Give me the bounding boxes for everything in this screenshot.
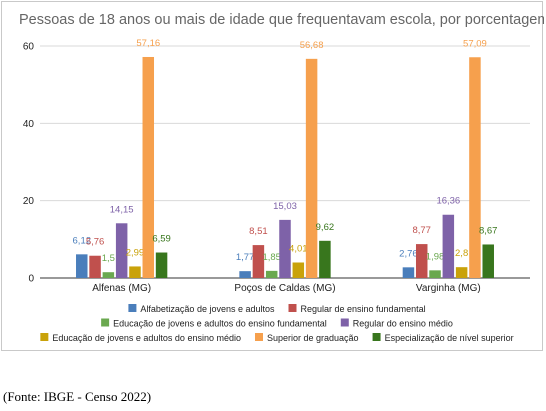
bar bbox=[142, 56, 155, 278]
y-tick-label: 60 bbox=[23, 42, 35, 53]
legend-label: Educação de jovens e adultos do ensino m… bbox=[52, 333, 241, 343]
data-label: 2,76 bbox=[399, 248, 418, 259]
bar bbox=[89, 255, 101, 278]
legend-swatch bbox=[101, 318, 110, 327]
chart-title: Pessoas de 18 anos ou mais de idade que … bbox=[19, 12, 544, 28]
data-label: 8,51 bbox=[249, 226, 268, 237]
bar bbox=[482, 244, 494, 278]
bar bbox=[469, 57, 481, 278]
data-label: 6,59 bbox=[152, 234, 171, 245]
data-label: 15,03 bbox=[273, 201, 297, 212]
data-label: 56,68 bbox=[300, 40, 324, 51]
data-label: 2,8 bbox=[455, 248, 468, 259]
bar bbox=[102, 272, 115, 278]
bar bbox=[402, 267, 415, 278]
bar-chart: Pessoas de 18 anos ou mais de idade que … bbox=[19, 12, 544, 343]
legend-label: Especialização de nível superior bbox=[385, 333, 514, 343]
legend-swatch bbox=[340, 318, 349, 327]
x-tick-label: Varginha (MG) bbox=[416, 283, 481, 294]
legend-swatch bbox=[128, 304, 137, 312]
bar bbox=[292, 262, 305, 278]
bar bbox=[265, 270, 278, 278]
bar bbox=[429, 270, 441, 278]
data-label: 6,12 bbox=[73, 235, 92, 246]
legend-swatch bbox=[372, 333, 381, 341]
data-label: 1,5 bbox=[102, 253, 115, 264]
source-note: (Fonte: IBGE - Censo 2022) bbox=[3, 389, 152, 404]
y-tick-label: 40 bbox=[23, 119, 35, 130]
legend-swatch bbox=[40, 333, 49, 341]
data-label: 2,99 bbox=[126, 247, 145, 258]
y-tick-label: 20 bbox=[23, 196, 35, 207]
bar bbox=[455, 267, 468, 278]
bar bbox=[239, 271, 251, 278]
bar bbox=[415, 244, 428, 278]
bar bbox=[442, 214, 455, 278]
legend-label: Alfabetização de jovens e adultos bbox=[140, 304, 275, 314]
legend-label: Superior de graduação bbox=[267, 333, 359, 343]
bar bbox=[252, 245, 265, 278]
data-label: 57,09 bbox=[463, 38, 487, 49]
data-label: 5,76 bbox=[86, 237, 105, 248]
legend-swatch bbox=[288, 304, 297, 312]
data-label: 1,77 bbox=[236, 252, 255, 263]
data-label: 57,16 bbox=[136, 38, 160, 49]
bar bbox=[115, 223, 128, 278]
data-label: 1,98 bbox=[426, 251, 445, 262]
legend-label: Regular do ensino médio bbox=[353, 319, 453, 329]
data-label: 16,36 bbox=[436, 196, 460, 207]
x-tick-label: Poços de Caldas (MG) bbox=[234, 283, 335, 294]
bar bbox=[305, 58, 318, 278]
bar bbox=[319, 240, 331, 278]
y-tick-label: 0 bbox=[28, 274, 34, 285]
legend-label: Educação de jovens e adultos do ensino f… bbox=[113, 319, 327, 329]
data-label: 9,62 bbox=[316, 222, 335, 233]
bar bbox=[76, 254, 88, 278]
x-tick-label: Alfenas (MG) bbox=[92, 283, 151, 294]
data-label: 14,15 bbox=[110, 204, 134, 215]
legend-label: Regular de ensino fundamental bbox=[301, 304, 426, 314]
data-label: 8,77 bbox=[412, 225, 431, 236]
legend-swatch bbox=[254, 333, 263, 341]
data-label: 4,01 bbox=[289, 243, 308, 254]
bar bbox=[155, 252, 168, 278]
bar bbox=[129, 266, 141, 278]
bar bbox=[279, 219, 291, 278]
data-label: 1,85 bbox=[262, 252, 281, 263]
chart-container: Pessoas de 18 anos ou mais de idade que … bbox=[1, 1, 544, 351]
data-label: 8,67 bbox=[479, 225, 498, 236]
